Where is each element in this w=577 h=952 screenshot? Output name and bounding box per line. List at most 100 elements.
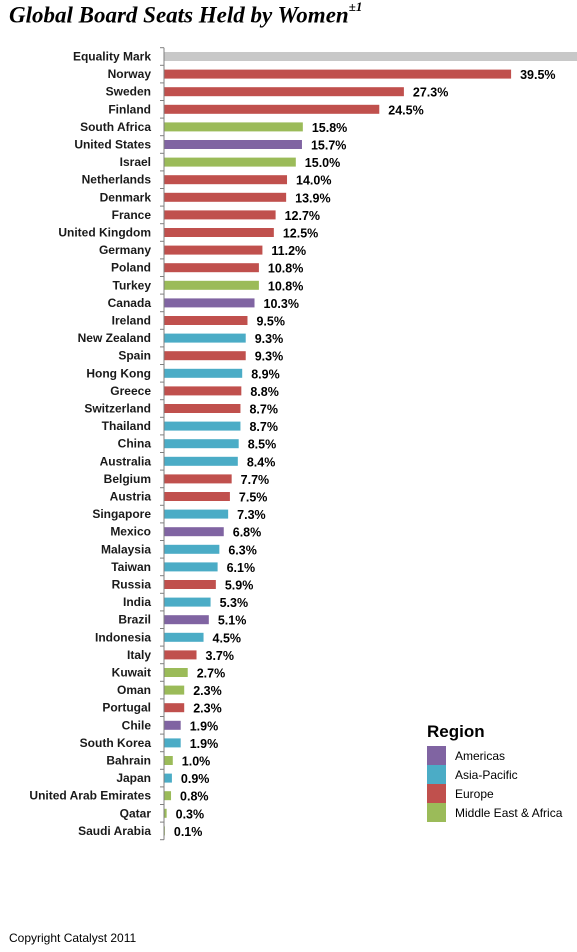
- bar-denmark: [164, 192, 287, 202]
- category-label-belgium: Belgium: [104, 472, 151, 486]
- category-label-poland: Poland: [111, 261, 151, 275]
- value-label-taiwan: 6.1%: [227, 561, 256, 575]
- category-label-switzerland: Switzerland: [84, 402, 151, 416]
- value-label-hong-kong: 8.9%: [251, 367, 280, 381]
- category-label-equality-mark: Equality Mark: [73, 50, 151, 64]
- category-label-sweden: Sweden: [106, 85, 151, 99]
- value-label-brazil: 5.1%: [218, 614, 247, 628]
- bar-belgium: [164, 474, 232, 484]
- value-label-sweden: 27.3%: [413, 86, 448, 100]
- bar-ireland: [164, 316, 248, 325]
- value-label-india: 5.3%: [220, 596, 249, 610]
- bar-turkey: [164, 280, 259, 290]
- category-label-china: China: [118, 437, 152, 451]
- value-label-italy: 3.7%: [206, 649, 235, 663]
- category-label-taiwan: Taiwan: [111, 560, 151, 574]
- value-label-turkey: 10.8%: [268, 279, 303, 293]
- value-label-singapore: 7.3%: [237, 508, 265, 522]
- bar-israel: [164, 157, 296, 167]
- bar-taiwan: [164, 562, 218, 572]
- legend-swatch-europe: [427, 784, 446, 803]
- category-label-australia: Australia: [100, 454, 152, 468]
- category-label-netherlands: Netherlands: [82, 173, 152, 187]
- bar-portugal: [164, 703, 185, 713]
- value-label-china: 8.5%: [248, 438, 276, 452]
- bar-sweden: [164, 87, 404, 97]
- value-label-switzerland: 8.7%: [249, 403, 277, 417]
- bar-bahrain: [164, 756, 173, 765]
- bar-chile: [164, 720, 181, 730]
- category-label-ireland: Ireland: [112, 314, 151, 328]
- value-label-japan: 0.9%: [181, 772, 210, 786]
- bar-finland: [164, 104, 380, 114]
- bar-greece: [164, 386, 242, 396]
- value-label-portugal: 2.3%: [193, 702, 222, 716]
- bar-india: [164, 597, 211, 607]
- value-label-mexico: 6.8%: [233, 526, 261, 540]
- value-label-bahrain: 1.0%: [182, 755, 211, 769]
- category-label-austria: Austria: [110, 490, 152, 504]
- bar-australia: [164, 456, 238, 466]
- value-label-qatar: 0.3%: [176, 807, 205, 821]
- value-label-poland: 10.8%: [268, 262, 303, 276]
- bar-china: [164, 439, 239, 449]
- bar-switzerland: [164, 404, 241, 413]
- legend-item-middle-east-africa: Middle East & Africa: [427, 803, 562, 822]
- value-label-new-zealand: 9.3%: [255, 332, 284, 346]
- category-label-turkey: Turkey: [113, 278, 152, 292]
- category-label-italy: Italy: [127, 648, 151, 662]
- bar-germany: [164, 245, 263, 255]
- value-label-south-korea: 1.9%: [190, 737, 219, 751]
- value-label-indonesia: 4.5%: [213, 631, 242, 645]
- category-label-spain: Spain: [118, 349, 151, 363]
- value-label-france: 12.7%: [285, 209, 320, 223]
- category-label-norway: Norway: [108, 67, 152, 81]
- legend-swatch-middle-east-africa: [427, 803, 446, 822]
- category-label-south-africa: South Africa: [80, 120, 151, 134]
- bar-chart: Equality Mark Norway 39.5% Sweden 27.3% Finla…: [29, 47, 577, 841]
- category-label-united-kingdom: United Kingdom: [58, 226, 151, 240]
- legend-swatch-americas: [427, 746, 446, 765]
- value-label-russia: 5.9%: [225, 579, 254, 593]
- category-label-south-korea: South Korea: [80, 736, 152, 750]
- category-label-singapore: Singapore: [92, 507, 151, 521]
- bar-kuwait: [164, 668, 188, 677]
- bar-oman: [164, 685, 185, 695]
- bar-united-kingdom: [164, 228, 274, 237]
- bar-canada: [164, 298, 255, 308]
- bar-norway: [164, 69, 512, 79]
- category-label-germany: Germany: [99, 243, 151, 257]
- bar-qatar: [164, 808, 167, 818]
- value-label-united-states: 15.7%: [311, 139, 346, 153]
- bar-japan: [164, 773, 172, 783]
- value-label-ireland: 9.5%: [256, 315, 285, 329]
- value-label-kuwait: 2.7%: [197, 667, 226, 681]
- chart-title: Global Board Seats Held by Women±1: [9, 0, 362, 29]
- legend-label-europe: Europe: [455, 786, 494, 801]
- bar-brazil: [164, 615, 209, 625]
- value-label-netherlands: 14.0%: [296, 174, 331, 188]
- bar-united-states: [164, 140, 302, 149]
- bar-spain: [164, 351, 246, 361]
- value-label-thailand: 8.7%: [249, 420, 277, 434]
- value-label-belgium: 7.7%: [241, 473, 269, 487]
- legend-title: Region: [427, 722, 485, 741]
- value-label-oman: 2.3%: [193, 684, 222, 698]
- value-label-chile: 1.9%: [190, 719, 219, 733]
- legend-item-asia-pacific: Asia-Pacific: [427, 765, 562, 784]
- category-label-denmark: Denmark: [100, 190, 152, 204]
- category-label-indonesia: Indonesia: [95, 630, 151, 644]
- bar-south-africa: [164, 122, 303, 132]
- category-label-saudi-arabia: Saudi Arabia: [78, 824, 151, 838]
- category-label-bahrain: Bahrain: [106, 754, 151, 768]
- legend-label-americas: Americas: [455, 748, 506, 763]
- category-label-mexico: Mexico: [110, 525, 151, 539]
- value-label-australia: 8.4%: [247, 455, 275, 469]
- category-label-portugal: Portugal: [102, 701, 151, 715]
- category-label-israel: Israel: [120, 155, 151, 169]
- bar-italy: [164, 650, 197, 660]
- value-label-canada: 10.3%: [264, 297, 299, 311]
- category-label-india: India: [123, 595, 151, 609]
- category-label-qatar: Qatar: [120, 806, 152, 820]
- bar-singapore: [164, 509, 229, 519]
